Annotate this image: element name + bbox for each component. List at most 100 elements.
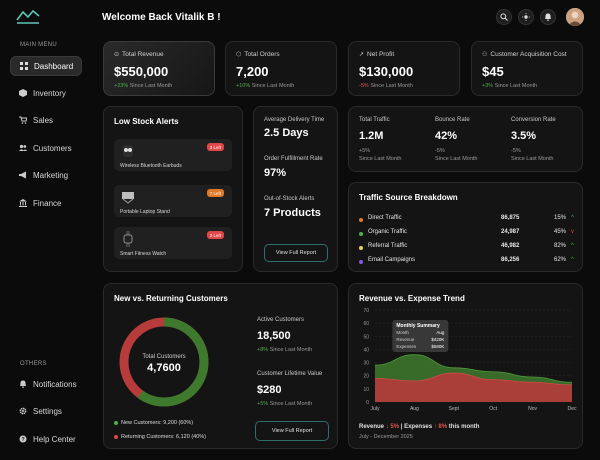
active-customers-value: 18,500 <box>257 330 291 342</box>
tooltip-value: Aug <box>436 330 445 335</box>
tooltip-label: Expenses <box>396 344 417 349</box>
page-title: Welcome Back Vitalik B ! <box>102 12 221 23</box>
y-tick-label: 20 <box>363 374 369 380</box>
sidebar-item-settings[interactable]: Settings <box>10 401 82 421</box>
source-value: 86,875 <box>501 215 520 221</box>
notifications-button[interactable] <box>540 9 556 25</box>
kpi-value: $130,000 <box>359 64 414 79</box>
footer-revenue-text: Revenue <box>359 424 385 430</box>
stock-badge: 7 Left <box>206 189 224 197</box>
kpi-since: Since Last Month <box>129 83 173 89</box>
kpi-change: +3% <box>482 83 494 89</box>
view-full-report-button[interactable]: View Full Report <box>255 421 329 441</box>
sidebar-item-label: Notifications <box>33 379 77 389</box>
stat-label: Bounce Rate <box>435 117 470 123</box>
list-item[interactable]: 2 Left Smart Fitness Watch <box>114 227 232 259</box>
stat-since: Since Last Month <box>435 156 478 162</box>
help-icon: ? <box>19 435 27 443</box>
trend-up-icon: ↗ <box>359 52 365 58</box>
footer-expense-change: ↑ 8% <box>433 424 448 430</box>
stat-value: 42% <box>435 130 458 142</box>
stat-since: Since Last Month <box>359 156 402 162</box>
table-row[interactable]: Direct Traffic 86,875 15% ^ <box>359 215 575 227</box>
stock-badge: 3 Left <box>206 143 224 151</box>
revenue-expense-card: Revenue vs. Expense Trend 0 10 20 30 40 50 60 7… <box>348 283 583 449</box>
box-icon <box>19 89 27 97</box>
chevron-up-icon: ^ <box>571 257 574 263</box>
tooltip-value: $580K <box>431 344 444 349</box>
kpi-title: Net Profit <box>367 51 395 58</box>
kpi-title: Customer Acquisition Cost <box>490 51 567 58</box>
stat-change: -5% <box>511 148 521 154</box>
product-name: Smart Fitness Watch <box>120 251 167 257</box>
sidebar-item-label: Settings <box>33 406 62 416</box>
sun-icon <box>522 13 530 21</box>
legend-dot <box>114 421 118 425</box>
footer-suffix: this month <box>448 424 480 430</box>
sidebar-item-sales[interactable]: Sales <box>10 110 82 130</box>
theme-toggle-button[interactable] <box>518 9 534 25</box>
stat-change: -5% <box>435 148 445 154</box>
kpi-change: -5% <box>359 83 369 89</box>
main-menu-label: MAIN MENU <box>20 42 58 48</box>
watch-icon <box>123 231 133 247</box>
source-value: 24,987 <box>501 229 520 235</box>
donut-center-value: 4,7600 <box>147 362 181 374</box>
kpi-change: +10% <box>236 83 251 89</box>
source-percent: 45% <box>554 229 567 235</box>
kpi-change: +23% <box>114 83 129 89</box>
chart-title: Revenue vs. Expense Trend <box>359 294 465 303</box>
x-tick-label: Sept <box>449 406 460 412</box>
y-tick-label: 10 <box>363 387 369 393</box>
stat-label: Conversion Rate <box>511 117 556 123</box>
cart-icon <box>19 116 27 124</box>
sidebar-item-marketing[interactable]: Marketing <box>10 165 82 185</box>
sidebar-item-label: Inventory <box>33 88 66 98</box>
source-percent: 82% <box>554 243 567 249</box>
megaphone-icon <box>19 171 27 179</box>
table-row[interactable]: Referral Traffic 46,982 82% ^ <box>359 243 575 255</box>
search-button[interactable] <box>496 9 512 25</box>
line-expenses <box>374 372 573 386</box>
avatar[interactable] <box>566 8 584 26</box>
list-item[interactable]: 7 Left Portable Laptop Stand <box>114 185 232 217</box>
table-row[interactable]: Organic Traffic 24,987 45% v <box>359 229 575 241</box>
sidebar-item-label: Dashboard <box>34 61 74 71</box>
traffic-source-card: Traffic Source Breakdown Direct Traffic … <box>348 182 583 272</box>
kpi-total-orders: ⬡ Total Orders 7,200 +10% Since Last Mont… <box>225 41 337 96</box>
y-tick-label: 30 <box>363 361 369 367</box>
sidebar-item-help-center[interactable]: ? Help Center <box>10 429 82 449</box>
sidebar-item-dashboard[interactable]: Dashboard <box>10 56 82 76</box>
sidebar-item-notifications[interactable]: Notifications <box>10 374 82 394</box>
user-icon: ⚇ <box>482 52 488 58</box>
y-tick-label: 50 <box>363 334 369 340</box>
source-name: Email Campaigns <box>368 257 416 263</box>
laptop-stand-icon <box>122 192 134 204</box>
y-tick-label: 40 <box>363 347 369 353</box>
logo-icon <box>16 9 40 24</box>
operations-card: Average Delivery Time 2.5 Days Order Ful… <box>253 106 338 272</box>
clv-value: $280 <box>257 384 282 396</box>
legend-dot <box>359 232 363 236</box>
y-tick-label: 60 <box>363 321 369 327</box>
donut-chart: Total Customers 4,7600 <box>119 317 209 407</box>
view-full-report-button[interactable]: View Full Report <box>264 244 328 262</box>
list-item[interactable]: 3 Left Wireless Bluetooth Earbuds <box>114 139 232 171</box>
clv-change: +5% <box>257 401 269 407</box>
kpi-since: Since Last Month <box>494 83 538 89</box>
grid-icon <box>20 62 28 70</box>
sidebar: MAIN MENU Dashboard Inventory Sales Cust… <box>0 0 92 460</box>
search-icon <box>500 13 508 21</box>
legend-dot <box>359 218 363 222</box>
tooltip-title: Monthly Summary <box>396 323 440 329</box>
source-value: 46,982 <box>501 243 520 249</box>
sidebar-item-customers[interactable]: Customers <box>10 138 82 158</box>
sidebar-item-inventory[interactable]: Inventory <box>10 83 82 103</box>
kpi-title: Total Revenue <box>122 51 164 58</box>
svg-text:?: ? <box>21 437 25 443</box>
product-name: Portable Laptop Stand <box>120 209 170 215</box>
sidebar-item-finance[interactable]: Finance <box>10 193 82 213</box>
legend-returning: Returning Customers: 6,120 (40%) <box>114 434 206 440</box>
table-row[interactable]: Email Campaigns 86,256 62% ^ <box>359 257 575 269</box>
sidebar-item-label: Help Center <box>33 434 76 444</box>
